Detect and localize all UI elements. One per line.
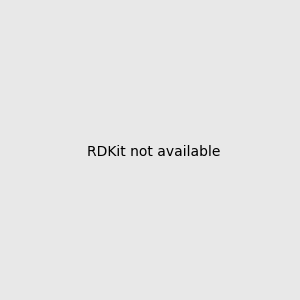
Text: RDKit not available: RDKit not available [87, 145, 220, 158]
